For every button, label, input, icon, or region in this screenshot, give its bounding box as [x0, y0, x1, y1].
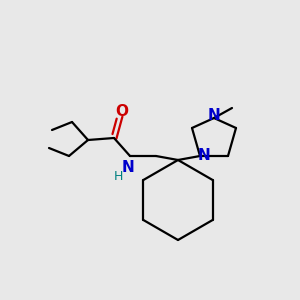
- Text: H: H: [113, 169, 123, 182]
- Text: O: O: [116, 104, 128, 119]
- Text: N: N: [122, 160, 134, 175]
- Text: N: N: [208, 107, 220, 122]
- Text: N: N: [198, 148, 210, 164]
